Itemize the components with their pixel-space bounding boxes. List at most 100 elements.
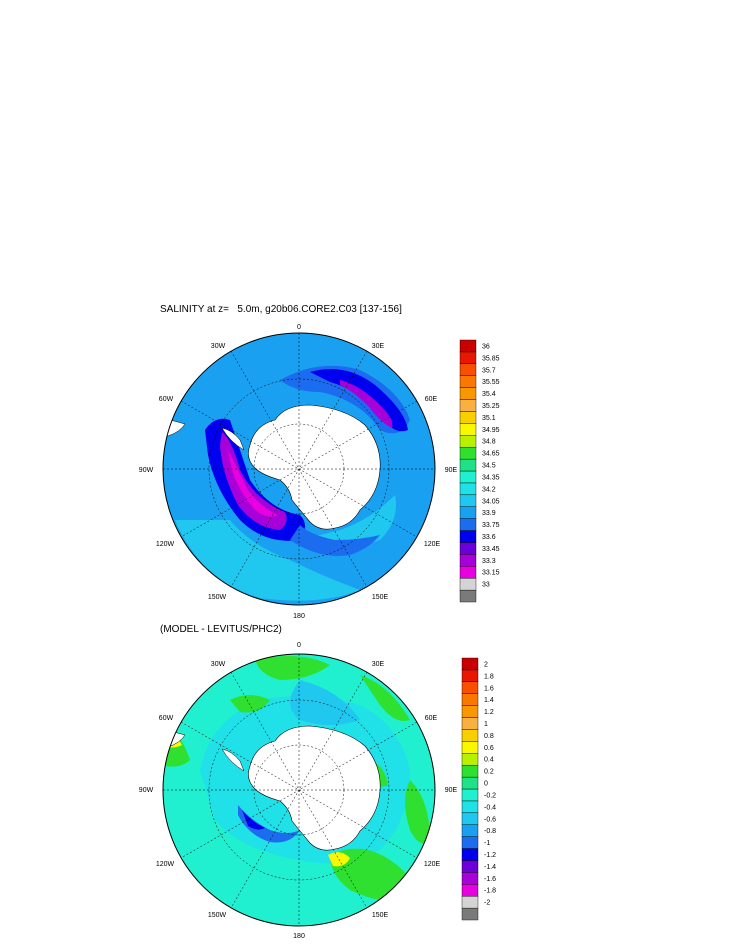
panel2-colorbar-label: -1 <box>484 840 490 847</box>
panel2-colorbar-label: 1.6 <box>484 685 494 692</box>
panel1-colorbar-label: 34.35 <box>482 474 500 481</box>
panel2-colorbar-label: 1 <box>484 721 488 728</box>
panel1-lon-0: 0 <box>297 324 301 331</box>
panel1-colorbar-label: 33.15 <box>482 570 500 577</box>
panel2-lon-60e: 60E <box>425 715 438 722</box>
panel2-colorbar-swatch <box>461 812 479 825</box>
panel1-colorbar-swatch <box>459 423 477 436</box>
panel1-colorbar-label: 33.45 <box>482 546 500 553</box>
panel2-lon-60w: 60W <box>159 715 174 722</box>
panel2-colorbar-swatch <box>461 884 479 897</box>
panel2-colorbar-swatch <box>461 848 479 861</box>
panel1-lon-180: 180 <box>293 613 305 620</box>
panel2-colorbar-swatch <box>461 764 479 778</box>
panel1-colorbar-swatch <box>459 554 477 567</box>
panel2-colorbar-label: -0.4 <box>484 804 496 811</box>
panel1-colorbar-label: 34.5 <box>482 463 496 470</box>
panel1-colorbar-swatch <box>459 566 477 579</box>
panel1-colorbar-swatch <box>459 542 477 555</box>
panel2-colorbar: 2 1.8 1.6 1.4 1.2 1 0.8 0.6 0.4 0.2 0 -0.2 -0.4 -0.6 -… <box>461 657 496 921</box>
panel2-lon-30e: 30E <box>372 661 385 668</box>
panel1-colorbar-swatch <box>459 470 477 484</box>
panel1-colorbar-swatch <box>459 435 477 448</box>
panel2-colorbar-swatch <box>461 824 479 837</box>
panel1-colorbar-label: 33.9 <box>482 510 496 517</box>
panel1-colorbar-label: 35.25 <box>482 403 500 410</box>
panel1-colorbar-swatch <box>459 351 477 365</box>
panel2-map-border <box>162 653 436 927</box>
panel2-colorbar-label: 1.8 <box>484 673 494 680</box>
panel2-colorbar-swatch <box>461 741 479 754</box>
panel1-colorbar-swatch <box>459 339 477 353</box>
panel2-graticule <box>163 654 435 926</box>
panel2-colorbar-swatch <box>461 717 479 730</box>
panel2-map: 0 30W 30E 60W 60E 90W 90E 120W 120E 150W… <box>139 642 496 940</box>
panel2-colorbar-label: 0.2 <box>484 769 494 776</box>
panel1-colorbar-label: 34.95 <box>482 427 500 434</box>
panel1-colorbar-label: 34.8 <box>482 439 496 446</box>
panel2-colorbar-swatch <box>461 657 479 671</box>
panel2-colorbar-label: -0.8 <box>484 828 496 835</box>
panel2-colorbar-swatch <box>461 693 479 706</box>
panel2-colorbar-swatch <box>461 836 479 849</box>
panel2-colorbar-swatch <box>461 895 479 909</box>
panel2-colorbar-swatch <box>461 681 479 694</box>
panel1-colorbar-label: 36 <box>482 343 490 350</box>
panel1-lon-150e: 150E <box>372 594 389 601</box>
panel1-colorbar-swatch <box>459 399 477 412</box>
panel2-colorbar-label: -1.6 <box>484 876 496 883</box>
panel2-colorbar-label: -0.2 <box>484 792 496 799</box>
panel1-colorbar-swatch <box>459 387 477 400</box>
panel1-colorbar-swatch <box>459 589 477 603</box>
panel2-colorbar-label: 0.4 <box>484 757 494 764</box>
panel1-colorbar-swatch <box>459 458 477 472</box>
panel2-colorbar-swatch <box>461 872 479 885</box>
panel2-colorbar-label: 1.4 <box>484 697 494 704</box>
panel2-colorbar-label: 0 <box>484 781 488 788</box>
panel1-map: 0 30W 30E 60W 60E 90W 90E 120W 120E 150W… <box>139 324 500 620</box>
panel1-colorbar-swatch <box>459 577 477 591</box>
panel1-colorbar-swatch <box>459 446 477 460</box>
panel1-colorbar-label: 33.75 <box>482 522 500 529</box>
panel2-colorbar-swatch <box>461 776 479 790</box>
panel1-graticule <box>163 333 435 605</box>
panel2-colorbar-label: 2 <box>484 661 488 668</box>
panel2-colorbar-label: 0.8 <box>484 733 494 740</box>
panel1-colorbar-swatch <box>459 494 477 507</box>
panel1-lon-120w: 120W <box>156 541 175 548</box>
panel1-lon-30w: 30W <box>211 343 226 350</box>
panel2-colorbar-swatch <box>461 753 479 766</box>
panel2-colorbar-swatch <box>461 800 479 814</box>
panel2-colorbar-label: -0.6 <box>484 816 496 823</box>
panel1-colorbar-swatch <box>459 518 477 531</box>
panel1-lon-60e: 60E <box>425 396 438 403</box>
panel1-colorbar-label: 33 <box>482 582 490 589</box>
panel1-colorbar-label: 34.65 <box>482 451 500 458</box>
panel2-colorbar-swatch <box>461 907 479 921</box>
panel1-colorbar-label: 33.6 <box>482 534 496 541</box>
panel1-salinity-field <box>163 333 435 605</box>
panel2-lon-0: 0 <box>297 642 301 649</box>
panel1-colorbar-label: 35.7 <box>482 367 496 374</box>
panel1-colorbar-swatch <box>459 411 477 424</box>
panel1-colorbar-label: 34.05 <box>482 498 500 505</box>
panel2-lon-150e: 150E <box>372 912 389 919</box>
panel2-colorbar-swatch <box>461 669 479 683</box>
panel2-lon-90e: 90E <box>445 787 458 794</box>
panel1-colorbar-swatch <box>459 506 477 519</box>
panel2-colorbar-swatch <box>461 860 479 873</box>
panel2-lon-30w: 30W <box>211 661 226 668</box>
panel2-colorbar-label: -2 <box>484 900 490 907</box>
panel1-colorbar-swatch <box>459 375 477 388</box>
panel1-colorbar-label: 35.55 <box>482 379 500 386</box>
panel1-colorbar: 36 35.85 35.7 35.55 35.4 35.25 35.1 34.95 34.8 34… <box>459 339 500 603</box>
panel1-colorbar-label: 33.3 <box>482 558 496 565</box>
panel2-colorbar-label: 0.6 <box>484 745 494 752</box>
panel1-colorbar-swatch <box>459 482 477 496</box>
panel1-map-border <box>162 332 436 606</box>
panel2-lon-150w: 150W <box>208 912 227 919</box>
panel2-colorbar-swatch <box>461 788 479 802</box>
panel1-colorbar-label: 35.1 <box>482 415 496 422</box>
panel1-lon-90w: 90W <box>139 467 154 474</box>
panel2-colorbar-label: -1.8 <box>484 888 496 895</box>
